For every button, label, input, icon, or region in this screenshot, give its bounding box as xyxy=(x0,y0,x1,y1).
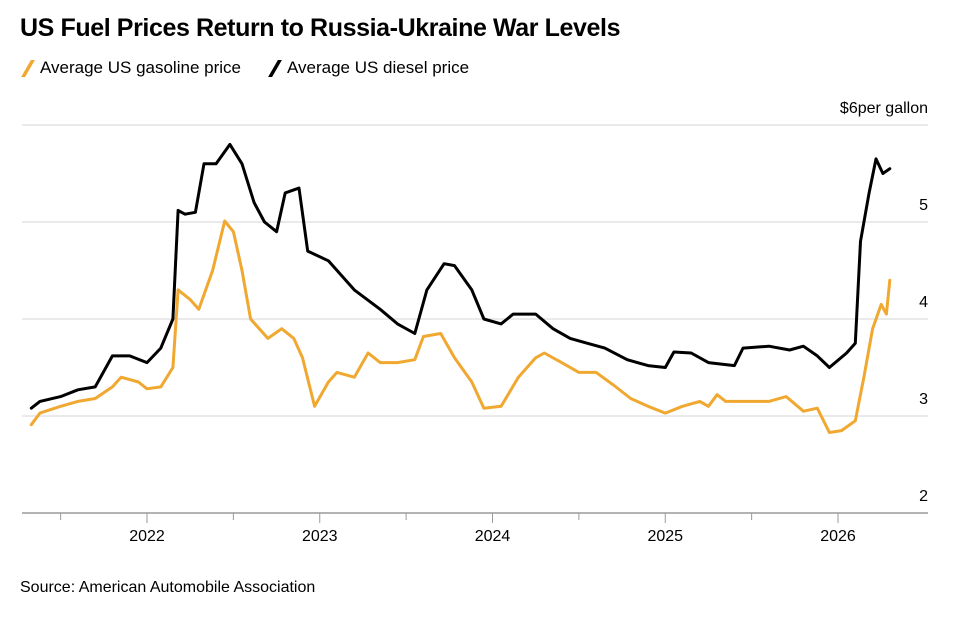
y-tick-label-4: 4 xyxy=(919,294,928,311)
x-tick-label-2022: 2022 xyxy=(129,528,165,545)
series-lines xyxy=(29,142,892,434)
x-tick-label-2026: 2026 xyxy=(820,528,856,545)
y-tick-label-3: 3 xyxy=(919,391,928,408)
legend-label-gasoline: Average US gasoline price xyxy=(40,58,241,77)
chart-title: US Fuel Prices Return to Russia-Ukraine … xyxy=(20,14,621,42)
x-tick-label-2023: 2023 xyxy=(302,528,338,545)
series-line-diesel xyxy=(29,142,892,410)
grid-lines xyxy=(22,124,928,514)
chart-legend: Average US gasoline price Average US die… xyxy=(20,58,495,78)
y-tick-label-2: 2 xyxy=(919,488,928,505)
legend-label-diesel: Average US diesel price xyxy=(286,58,470,77)
legend-item-diesel: Average US diesel price xyxy=(267,58,469,78)
axis-ticks: $6per gallon 5 4 3 2 2022 2023 2024 2025 2026 xyxy=(60,100,928,545)
x-tick-label-2024: 2024 xyxy=(475,528,511,545)
series-line-gasoline xyxy=(29,219,892,434)
chart-source: Source: American Automobile Association xyxy=(20,579,316,596)
y-tick-label-6: $6per gallon xyxy=(840,100,928,117)
x-tick-label-2025: 2025 xyxy=(647,528,683,545)
legend-item-gasoline: Average US gasoline price xyxy=(20,58,241,78)
y-tick-label-5: 5 xyxy=(919,197,928,214)
